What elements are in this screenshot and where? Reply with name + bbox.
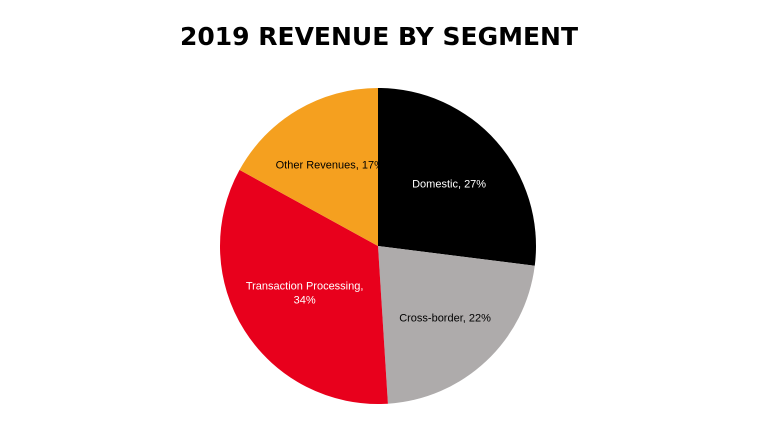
data-label-transaction-processing: Transaction Processing, 34% bbox=[246, 281, 364, 307]
data-label-cross-border: Cross-border, 22% bbox=[399, 312, 491, 324]
pie-slice-transaction-processing bbox=[219, 169, 388, 404]
pie-slice-domestic bbox=[378, 88, 536, 266]
pie-slice-other-revenues bbox=[239, 88, 378, 246]
pie-slice-cross-border bbox=[378, 246, 535, 404]
data-label-domestic: Domestic, 27% bbox=[412, 178, 486, 190]
chart-title: 2019 REVENUE BY SEGMENT bbox=[179, 22, 579, 51]
data-label-other-revenues: Other Revenues, 17% bbox=[276, 159, 384, 171]
